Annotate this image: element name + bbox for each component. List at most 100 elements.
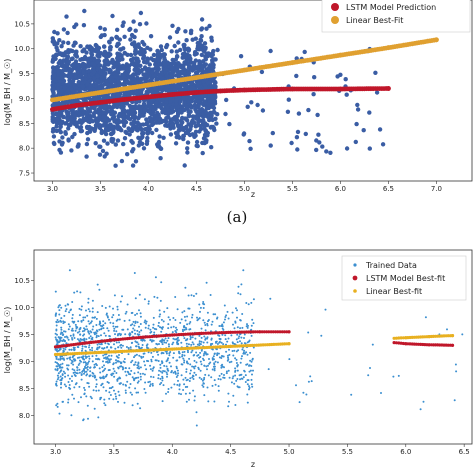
scatter-point xyxy=(55,31,60,36)
scatter-point xyxy=(180,374,183,377)
scatter-point xyxy=(68,269,71,272)
scatter-point xyxy=(202,357,204,360)
scatter-point xyxy=(69,358,72,361)
scatter-point xyxy=(202,307,205,309)
scatter-point xyxy=(85,338,88,341)
scatter-point xyxy=(110,354,113,357)
scatter-point xyxy=(61,80,66,85)
fit-line-point xyxy=(206,331,210,335)
scatter-point xyxy=(182,163,187,168)
scatter-point xyxy=(165,60,171,66)
scatter-point xyxy=(350,393,353,396)
scatter-point xyxy=(200,140,205,146)
scatter-point xyxy=(61,362,64,365)
scatter-point xyxy=(189,328,192,331)
scatter-point xyxy=(183,354,186,357)
scatter-point xyxy=(241,348,244,351)
legend-label-linear-fit: Linear Best-Fit xyxy=(346,16,403,25)
scatter-point xyxy=(211,125,216,131)
scatter-point xyxy=(202,354,205,357)
scatter-point xyxy=(124,312,127,315)
scatter-point xyxy=(135,376,138,379)
scatter-point xyxy=(59,357,62,360)
scatter-point xyxy=(147,115,153,121)
fit-line-point xyxy=(287,330,291,334)
fit-line-point xyxy=(208,331,212,335)
scatter-point xyxy=(70,56,75,61)
scatter-point xyxy=(178,99,183,104)
scatter-point xyxy=(170,365,172,368)
scatter-point xyxy=(136,115,141,121)
scatter-point xyxy=(139,407,142,410)
scatter-point xyxy=(314,147,319,153)
scatter-point xyxy=(72,358,75,361)
scatter-point xyxy=(235,338,238,341)
scatter-point xyxy=(151,339,154,342)
scatter-point xyxy=(166,108,172,114)
scatter-point xyxy=(115,372,118,374)
scatter-point xyxy=(76,338,79,341)
scatter-point xyxy=(232,394,235,397)
scatter-point xyxy=(124,389,127,392)
scatter-point xyxy=(178,352,181,354)
scatter-point xyxy=(81,23,87,28)
scatter-point xyxy=(63,67,68,73)
scatter-point xyxy=(78,371,81,374)
scatter-point xyxy=(55,404,58,407)
scatter-point xyxy=(64,310,67,313)
scatter-point xyxy=(56,369,59,372)
scatter-point xyxy=(210,376,213,379)
x-tick-label: 5.0 xyxy=(283,448,294,456)
scatter-point xyxy=(103,398,106,401)
scatter-point xyxy=(110,126,116,131)
scatter-point xyxy=(103,402,106,405)
scatter-point xyxy=(75,70,80,75)
scatter-point xyxy=(204,324,207,326)
scatter-point xyxy=(108,318,110,321)
scatter-point xyxy=(101,305,104,307)
fit-line-point xyxy=(258,330,262,334)
scatter-point xyxy=(74,329,77,332)
fit-line-point xyxy=(139,335,143,339)
y-tick-label: 10.5 xyxy=(14,20,30,28)
scatter-point xyxy=(170,371,173,374)
scatter-point xyxy=(168,354,171,357)
scatter-point xyxy=(167,337,170,340)
scatter-point xyxy=(197,354,200,356)
scatter-point xyxy=(206,341,209,344)
scatter-point xyxy=(119,300,122,303)
scatter-point xyxy=(141,338,144,341)
scatter-point xyxy=(101,370,104,373)
scatter-point xyxy=(105,373,108,376)
scatter-point xyxy=(175,54,180,59)
scatter-point xyxy=(201,379,204,382)
scatter-point xyxy=(194,143,199,148)
scatter-point xyxy=(121,108,127,113)
scatter-point xyxy=(201,121,207,126)
scatter-point xyxy=(98,25,103,30)
scatter-point xyxy=(50,59,55,64)
scatter-point xyxy=(117,400,119,403)
scatter-point xyxy=(188,66,194,72)
scatter-point xyxy=(219,338,222,341)
scatter-point xyxy=(227,121,232,127)
scatter-point xyxy=(72,113,78,119)
scatter-point xyxy=(108,305,111,308)
scatter-point xyxy=(145,368,148,371)
chart-b-xlabel: z xyxy=(251,460,255,469)
scatter-point xyxy=(198,376,201,379)
scatter-point xyxy=(124,391,127,394)
scatter-point xyxy=(217,334,220,337)
fit-line-point xyxy=(123,337,127,341)
scatter-point xyxy=(88,357,91,360)
fit-line-point xyxy=(260,330,264,334)
scatter-point xyxy=(177,73,182,78)
scatter-point xyxy=(132,320,135,323)
scatter-point xyxy=(141,53,146,59)
scatter-point xyxy=(203,100,208,106)
scatter-point xyxy=(132,327,135,330)
scatter-point xyxy=(84,141,90,147)
scatter-point xyxy=(98,104,103,110)
scatter-point xyxy=(245,104,250,110)
scatter-point xyxy=(117,57,122,63)
